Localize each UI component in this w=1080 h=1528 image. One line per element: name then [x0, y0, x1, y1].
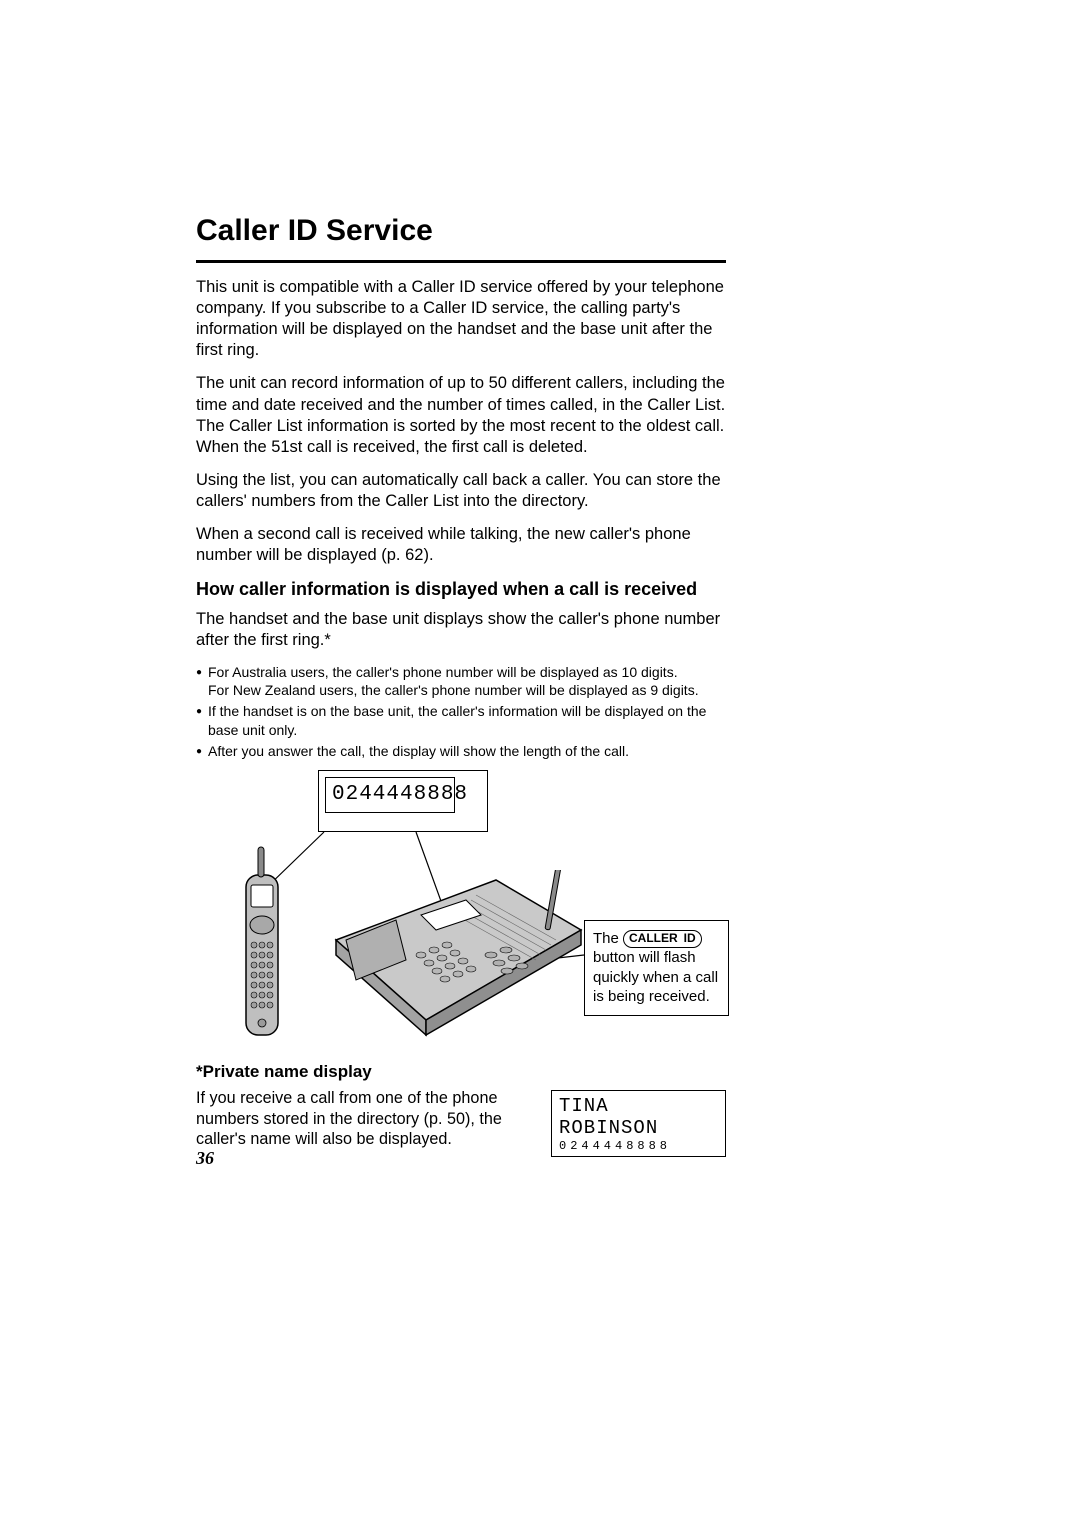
page-title: Caller ID Service	[196, 214, 726, 248]
private-lcd-name: TINA ROBINSON	[559, 1095, 718, 1139]
bullet-list: For Australia users, the caller's phone …	[196, 663, 726, 760]
callerid-button-label: CALLER ID	[623, 930, 702, 948]
bullet-item: For Australia users, the caller's phone …	[196, 663, 726, 699]
manual-page: Caller ID Service This unit is compatibl…	[196, 214, 726, 1157]
callout-text: button will flash quickly when a call is…	[593, 949, 718, 1005]
bullet-item: If the handset is on the base unit, the …	[196, 702, 726, 738]
page-number: 36	[196, 1148, 214, 1169]
private-lcd: TINA ROBINSON 0244448888	[551, 1090, 726, 1157]
private-row: If you receive a call from one of the ph…	[196, 1088, 726, 1157]
callerid-callout: The CALLER ID button will flash quickly …	[584, 920, 729, 1016]
bullet-item: After you answer the call, the display w…	[196, 742, 726, 760]
paragraph: When a second call is received while tal…	[196, 524, 726, 566]
base-unit-icon	[326, 870, 586, 1045]
handset-icon	[226, 845, 296, 1045]
private-text: If you receive a call from one of the ph…	[196, 1088, 531, 1150]
subheading: How caller information is displayed when…	[196, 578, 726, 601]
paragraph: Using the list, you can automatically ca…	[196, 470, 726, 512]
title-rule	[196, 260, 726, 263]
private-lcd-number: 0244448888	[559, 1139, 718, 1153]
paragraph: The unit can record information of up to…	[196, 373, 726, 457]
bullet-text: For New Zealand users, the caller's phon…	[208, 682, 699, 698]
subheading: *Private name display	[196, 1062, 726, 1082]
phone-figure: 0244448888	[196, 770, 726, 1050]
callout-text: The	[593, 930, 623, 947]
bullet-text: For Australia users, the caller's phone …	[208, 664, 678, 680]
paragraph: This unit is compatible with a Caller ID…	[196, 277, 726, 361]
paragraph: The handset and the base unit displays s…	[196, 609, 726, 651]
